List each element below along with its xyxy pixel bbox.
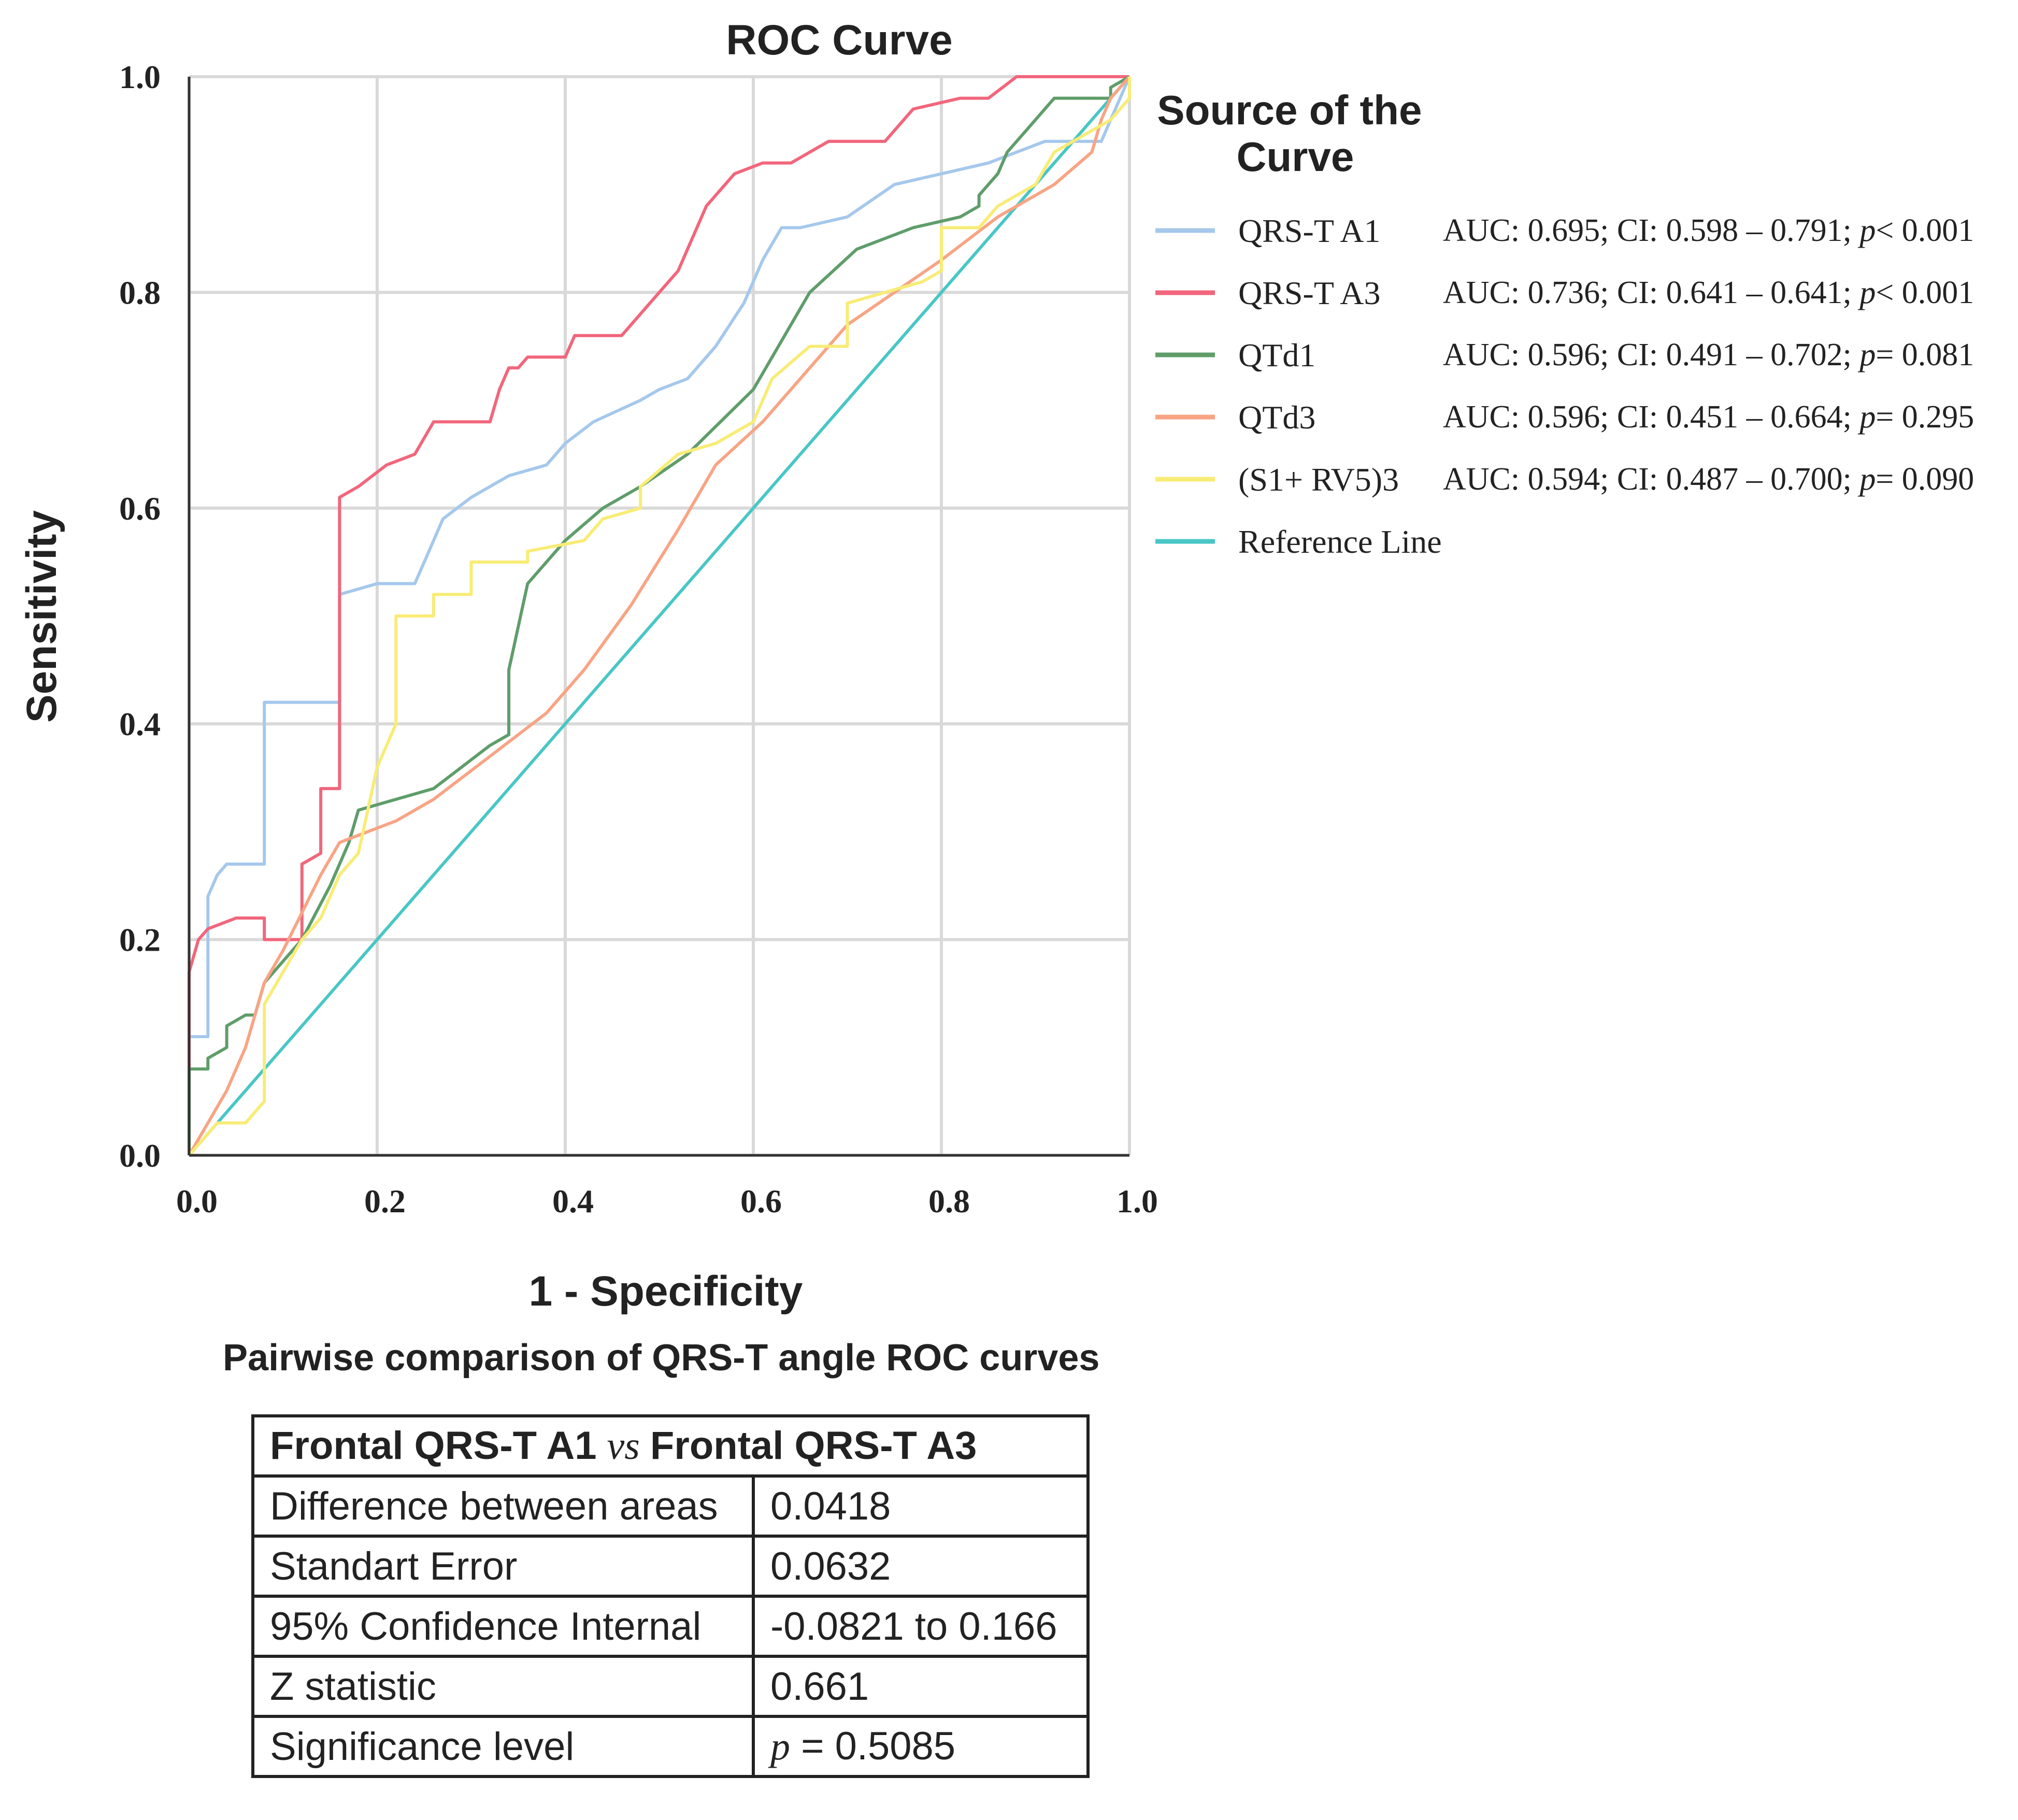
row-value: 0.0632 [752,1535,1090,1598]
legend-stats: AUC: 0.695; CI: 0.598 – 0.791; p< 0.001 [1443,213,1974,248]
header-left: Frontal QRS-T A1 [270,1424,597,1468]
y-tick-label: 0.6 [119,490,161,527]
tick-labels: 0.0 0.2 0.4 0.6 0.8 1.0 0.0 0.2 0.4 0.6 0.8 1.0 [119,59,1158,1220]
chart-title: ROC Curve [726,17,952,64]
axes [188,77,1129,1157]
legend-label: (S1+ RV5)3 [1238,461,1399,498]
y-tick-label: 1.0 [119,59,161,95]
x-tick-label: 1.0 [1117,1183,1158,1220]
x-tick-label: 0.4 [552,1183,594,1220]
table-row: 95% Confidence Internal -0.0821 to 0.166 [251,1595,1090,1658]
series-line-s1-rv5-3 [188,77,1131,1156]
row-label: Z statistic [251,1655,755,1718]
legend-label: QRS-T A1 [1238,212,1380,249]
legend-stats: AUC: 0.596; CI: 0.491 – 0.702; p= 0.081 [1443,337,1974,372]
y-tick-label: 0.2 [119,922,161,958]
y-tick-label: 0.8 [119,274,161,311]
comparison-table: Frontal QRS-T A1 vs Frontal QRS-T A3 Diffe… [251,1414,1090,1778]
header-right: Frontal QRS-T A3 [650,1424,977,1468]
grid [188,75,1131,1157]
comparison-title: Pairwise comparison of QRS-T angle ROC c… [223,1337,1100,1379]
series-line-qrs-t-a1 [188,76,1131,1155]
y-tick-label: 0.0 [119,1137,161,1174]
legend-title: Source of the Curve [1157,87,1433,180]
p-symbol: p [770,1725,790,1768]
table-header: Frontal QRS-T A1 vs Frontal QRS-T A3 [251,1414,1090,1478]
legend-label: QTd3 [1238,399,1315,436]
table-row: Difference between areas 0.0418 [251,1474,1090,1538]
legend-label: QTd1 [1238,337,1315,374]
legend-label: Reference Line [1238,523,1442,560]
legend: Source of the Curve QRS-T A1 AUC: 0.695; … [1155,87,1974,560]
header-vs: vs [607,1424,640,1468]
row-label: 95% Confidence Internal [251,1595,755,1658]
roc-chart: ROC Curve 0.0 0.2 0.4 0.6 0.8 1.0 0.0 0.2 0.4 0.6… [18,17,1974,1315]
legend-stats: AUC: 0.594; CI: 0.487 – 0.700; p= 0.090 [1443,462,1974,497]
table-row: Z statistic 0.661 [251,1655,1090,1718]
row-value: -0.0821 to 0.166 [752,1595,1090,1658]
series-line-qrs-t-a3 [188,75,1129,1155]
table-header-row: Frontal QRS-T A1 vs Frontal QRS-T A3 [251,1414,1090,1478]
row-label: Significance level [251,1715,755,1778]
row-value: 0.0418 [752,1474,1090,1538]
series-line-qtd1 [188,75,1130,1155]
x-tick-label: 0.0 [176,1183,218,1220]
x-axis-label: 1 - Specificity [529,1268,803,1315]
p-value: = 0.5085 [801,1724,956,1768]
series-line-reference-line [188,76,1131,1156]
legend-label: QRS-T A3 [1238,275,1380,311]
row-value: 0.661 [752,1655,1090,1718]
y-axis-label: Sensitivity [18,510,65,723]
legend-stats: AUC: 0.736; CI: 0.641 – 0.641; p< 0.001 [1443,275,1974,310]
row-label: Standart Error [251,1535,755,1598]
x-tick-label: 0.2 [364,1183,406,1220]
row-label: Difference between areas [251,1474,755,1538]
y-tick-label: 0.4 [119,706,161,742]
curves [188,75,1131,1156]
x-tick-label: 0.8 [928,1183,970,1220]
legend-stats: AUC: 0.596; CI: 0.451 – 0.664; p= 0.295 [1443,399,1974,435]
series-line-qtd3 [188,76,1131,1156]
table-row: Standart Error 0.0632 [251,1535,1090,1598]
table-row: Significance level p = 0.5085 [251,1715,1090,1778]
x-tick-label: 0.6 [740,1183,782,1220]
row-value: p = 0.5085 [752,1715,1090,1778]
